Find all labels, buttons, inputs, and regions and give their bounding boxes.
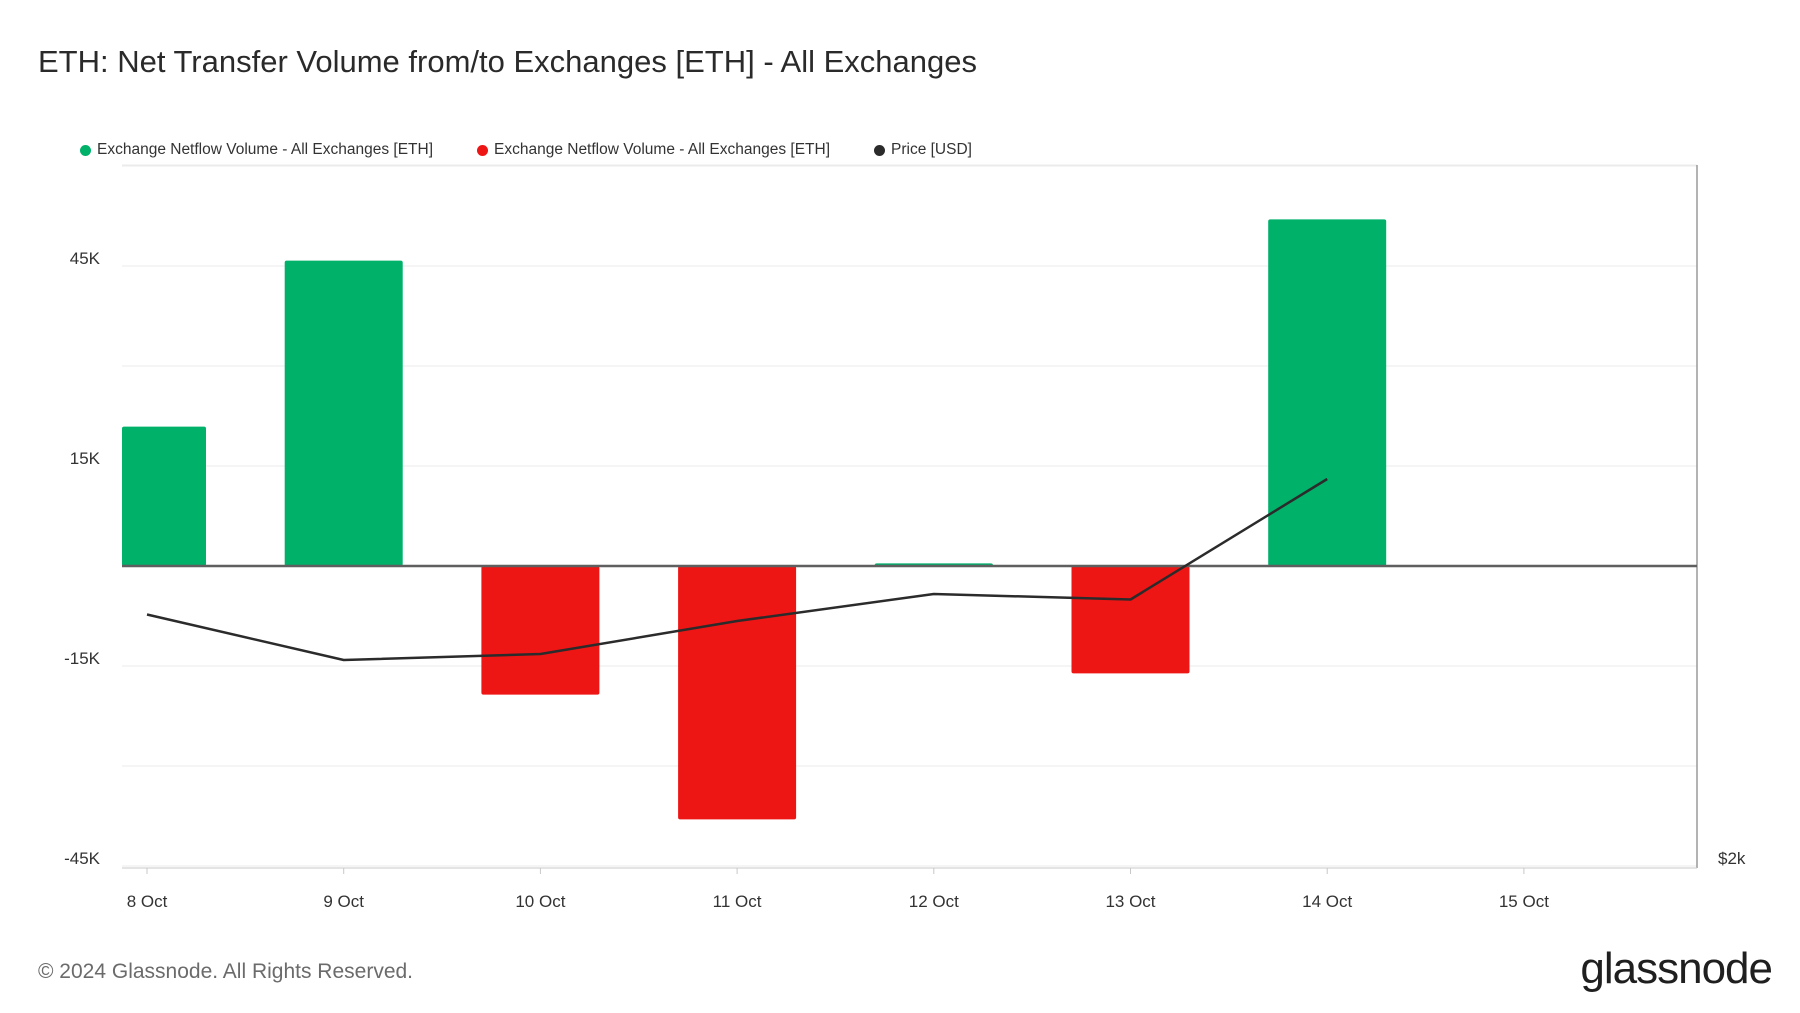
x-tick-label: 15 Oct (1499, 892, 1549, 911)
bar-inflow (122, 426, 206, 566)
x-tick-label: 11 Oct (713, 892, 762, 911)
bar-outflow (1071, 566, 1190, 674)
legend-label: Price [USD] (891, 141, 972, 158)
bar-inflow (1268, 219, 1387, 567)
y-tick-label: -45K (64, 849, 101, 868)
copyright: © 2024 Glassnode. All Rights Reserved. (38, 960, 414, 983)
legend-dot-green-icon (80, 144, 91, 156)
x-tick-label: 9 Oct (323, 892, 364, 911)
legend-item-outflow[interactable]: Exchange Netflow Volume - All Exchanges … (477, 141, 830, 159)
legend-item-price[interactable]: Price [USD] (874, 141, 972, 159)
x-tick-label: 13 Oct (1105, 892, 1155, 911)
y-tick-label: 15K (70, 449, 101, 468)
legend-item-inflow[interactable]: Exchange Netflow Volume - All Exchanges … (80, 141, 433, 159)
x-tick-label: 12 Oct (909, 892, 959, 911)
x-tick-label: 10 Oct (515, 892, 565, 911)
price-line (146, 477, 1328, 662)
y-right-tick-label: $2k (1718, 849, 1746, 868)
legend-label: Exchange Netflow Volume - All Exchanges … (97, 141, 433, 158)
y-tick-label: 45K (70, 249, 101, 268)
bar-outflow (481, 566, 600, 695)
x-tick-label: 14 Oct (1302, 892, 1352, 911)
y-tick-label: -15K (64, 649, 101, 668)
legend: Exchange Netflow Volume - All Exchanges … (80, 141, 972, 159)
glassnode-logo: glassnode (1580, 944, 1773, 993)
chart-title: ETH: Net Transfer Volume from/to Exchang… (38, 44, 977, 79)
legend-dot-red-icon (477, 144, 488, 156)
legend-dot-black-icon (874, 144, 885, 156)
bar-outflow (678, 566, 797, 820)
bar-inflow (284, 260, 403, 566)
legend-label: Exchange Netflow Volume - All Exchanges … (494, 141, 830, 158)
x-tick-label: 8 Oct (127, 892, 168, 911)
